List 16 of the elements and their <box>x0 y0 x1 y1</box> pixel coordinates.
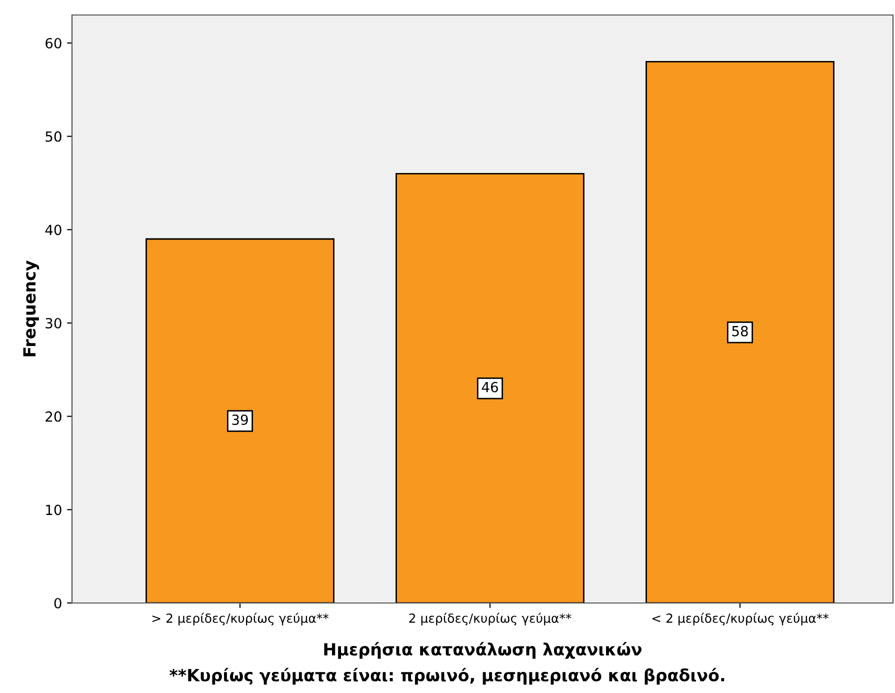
text: **Κυρίως γεύματα είναι: πρωινό, μεσημεριανό και βραδινό. <box>170 668 724 685</box>
x-axis-title: Ημερήσια κατανάλωση λαχανικών <box>324 642 642 659</box>
y-tick-label: 0 <box>54 598 62 608</box>
y-tick-label: 30 <box>46 318 62 328</box>
y-tick-label: 20 <box>46 411 62 422</box>
y-tick-label: 40 <box>45 224 62 236</box>
y-tick-label: 50 <box>46 131 62 142</box>
x-tick-label: 2 μερίδες/κυρίως γεύμα** <box>409 612 572 626</box>
x-tick-label: < 2 μερίδες/κυρίως γεύμα** <box>652 612 829 626</box>
x-tick-label: > 2 μερίδες/κυρίως γεύμα** <box>152 612 329 626</box>
y-axis-title: Frequency <box>23 260 40 356</box>
data-label: 46 <box>482 382 498 392</box>
data-label: 39 <box>232 414 248 426</box>
data-label: 58 <box>732 326 748 336</box>
y-tick-label: 10 <box>46 504 62 516</box>
y-tick-label: 60 <box>46 38 62 48</box>
